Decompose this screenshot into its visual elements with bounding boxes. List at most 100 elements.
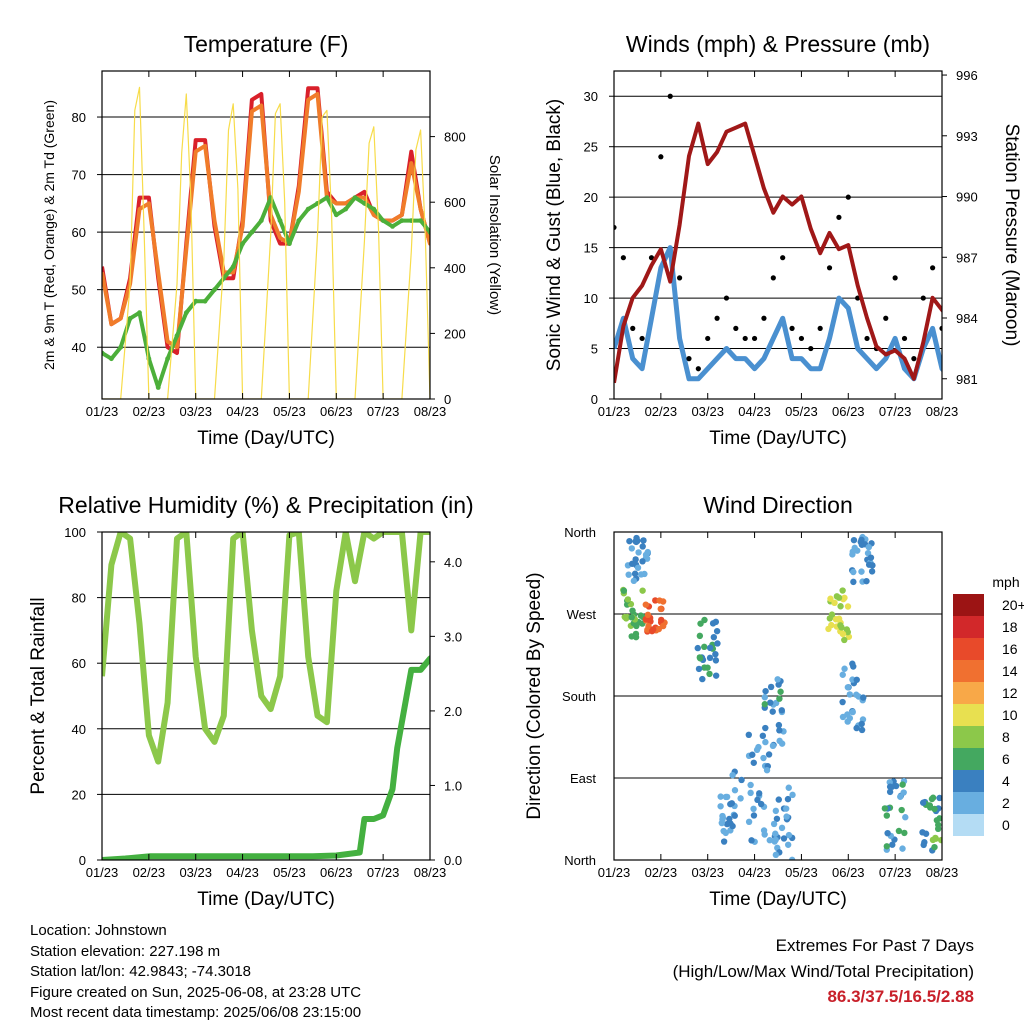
wind-direction-point	[776, 695, 783, 702]
station-latlon: Station lat/lon: 42.9843; -74.3018	[30, 963, 252, 980]
x-tick-label: 03/23	[179, 404, 212, 419]
wind-direction-point	[620, 587, 628, 594]
series-point	[836, 214, 842, 220]
wind-direction-point	[717, 793, 724, 800]
x-tick-label: 01/23	[598, 865, 631, 880]
wind-direction-point	[701, 616, 708, 624]
y-tick-label: East	[570, 771, 596, 786]
wind-direction-point	[761, 701, 768, 708]
wind-direction-point	[841, 636, 848, 644]
wind-direction-point	[957, 578, 963, 584]
x-axis-label: Time (Day/UTC)	[709, 889, 847, 910]
colorbar-swatch	[953, 748, 984, 770]
series-point	[258, 218, 264, 224]
wind-direction-point	[632, 538, 639, 545]
extremes-subtitle: (High/Low/Max Wind/Total Precipitation)	[672, 961, 974, 981]
wind-direction-point	[763, 767, 771, 774]
x-tick-label: 07/23	[367, 865, 400, 880]
y2-tick-label: 600	[444, 195, 466, 210]
wind-direction-point	[754, 796, 761, 804]
y-axis-label: Direction (Colored By Speed)	[524, 572, 545, 819]
wind-direction-point	[946, 783, 952, 789]
series-point	[742, 335, 748, 342]
series-point	[437, 247, 442, 252]
series-line	[102, 654, 430, 860]
wind-direction-point	[844, 603, 852, 610]
series-point	[474, 230, 479, 235]
wind-direction-point	[769, 708, 776, 715]
wind-direction-point	[844, 628, 851, 636]
wind-direction-point	[729, 771, 736, 779]
x-tick-label: 07/23	[879, 404, 912, 419]
wind-direction-point	[839, 698, 846, 706]
wind-direction-point	[714, 640, 721, 647]
wind-direction-point	[850, 578, 857, 586]
x-tick-label: 01/23	[598, 404, 631, 419]
wind-direction-point	[712, 650, 719, 658]
wind-direction-point	[727, 800, 734, 808]
wind-direction-point	[947, 837, 953, 843]
x-tick-label: 04/23	[738, 404, 771, 419]
series-point	[137, 310, 142, 316]
wind-direction-point	[969, 539, 975, 545]
wind-direction-point	[712, 657, 720, 664]
series-point	[798, 335, 805, 342]
y-tick-label: South	[562, 689, 596, 704]
colorbar-swatch	[953, 594, 984, 616]
wind-direction-point	[966, 565, 972, 571]
wind-direction-point	[784, 841, 792, 848]
y-tick-label: 50	[72, 283, 86, 298]
wind-direction-point	[755, 790, 763, 797]
series-point	[155, 385, 161, 390]
series-point	[789, 325, 795, 331]
series-point	[826, 265, 833, 271]
wind-direction-point	[987, 761, 993, 767]
series-point	[418, 218, 424, 224]
y-tick-label: 20	[584, 190, 598, 205]
colorbar-label: 6	[1002, 751, 1010, 767]
y2-tick-label: 200	[444, 326, 466, 341]
y-tick-label: 100	[64, 525, 86, 540]
wind-direction-point	[828, 611, 836, 618]
wind-direction-point	[694, 644, 701, 652]
series-line	[614, 245, 942, 382]
series-point	[639, 335, 645, 342]
y-tick-label: 40	[72, 722, 86, 737]
wind-direction-point	[789, 791, 796, 799]
wind-direction-point	[883, 812, 891, 819]
wind-direction-point	[641, 570, 648, 578]
wind-direction-point	[704, 664, 711, 671]
x-tick-label: 04/23	[226, 865, 259, 880]
wind-direction-point	[701, 643, 708, 651]
y2-tick-label: 981	[956, 372, 978, 387]
wind-direction-point	[766, 837, 773, 844]
wind-direction-point	[640, 537, 647, 544]
wind-direction-point	[626, 537, 633, 545]
y2-tick-label: 0.0	[444, 853, 462, 868]
wind-direction-point	[853, 724, 860, 732]
y-tick-label: 5	[591, 342, 598, 357]
y2-tick-label: 990	[956, 190, 978, 205]
wind-direction-point	[846, 691, 854, 698]
wind-direction-point	[718, 819, 725, 827]
wind-direction-point	[920, 841, 927, 849]
wind-direction-point	[831, 599, 838, 607]
wind-direction-point	[886, 783, 894, 790]
wind-direction-point	[945, 784, 951, 790]
wind-direction-point	[639, 558, 646, 565]
wind-direction-point	[883, 843, 891, 850]
wind-direction-point	[865, 543, 873, 551]
y-axis-label: Percent & Total Rainfall	[28, 597, 49, 794]
y2-tick-label: 2.0	[444, 704, 462, 719]
wind-direction-point	[827, 595, 834, 602]
y-tick-label: 80	[72, 110, 86, 125]
y-tick-label: North	[564, 525, 596, 540]
wind-direction-point	[959, 540, 965, 546]
wind-direction-point	[952, 569, 958, 575]
x-tick-label: 06/23	[320, 865, 353, 880]
wind-direction-point	[778, 707, 785, 714]
y2-tick-label: 4.0	[444, 555, 462, 570]
data-timestamp: Most recent data timestamp: 2025/06/08 2…	[30, 1004, 362, 1021]
wind-direction-point	[622, 615, 630, 622]
